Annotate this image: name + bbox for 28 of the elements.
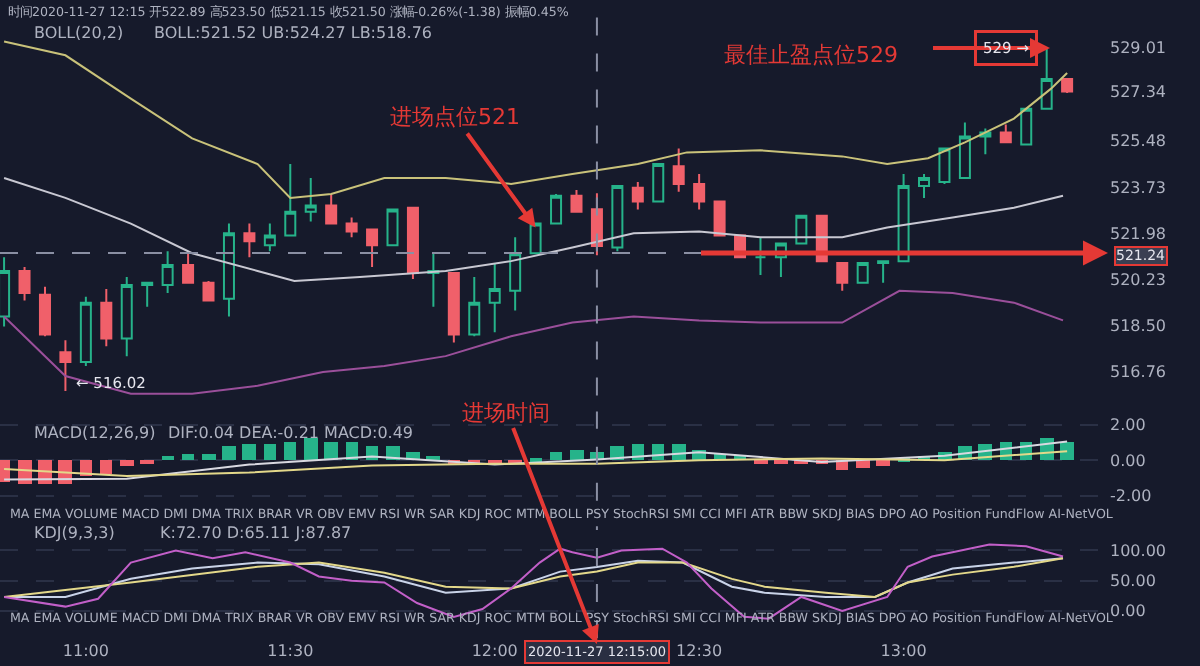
x-tick-label: 11:30 xyxy=(267,642,314,660)
x-tick-label: 11:00 xyxy=(62,642,109,660)
y-tick-label: -2.00 xyxy=(1110,487,1152,506)
annotation: 进场时间 xyxy=(462,400,550,426)
annotation: K:72.70 D:65.11 J:87.87 xyxy=(160,524,352,542)
y-tick-label: 2.00 xyxy=(1110,416,1146,435)
y-tick-label: 0.00 xyxy=(1110,602,1146,621)
y-tick-label: 50.00 xyxy=(1110,572,1156,591)
y-tick-label: 521.98 xyxy=(1110,224,1166,243)
x-tick-label: 12:30 xyxy=(676,642,723,660)
annotation: 进场点位521 xyxy=(390,104,520,130)
annotation: BOLL:521.52 UB:524.27 LB:518.76 xyxy=(154,24,432,42)
annotation: 最佳止盈点位529 xyxy=(724,42,898,68)
y-tick-label: 516.76 xyxy=(1110,363,1166,382)
x-tick-label: 13:00 xyxy=(880,642,927,660)
annotation: BOLL(20,2) xyxy=(34,24,124,42)
y-tick-label: 0.00 xyxy=(1110,451,1146,470)
y-tick-label: 100.00 xyxy=(1110,542,1166,561)
y-tick-label: 525.48 xyxy=(1110,132,1166,151)
y-tick-label: 520.23 xyxy=(1110,271,1166,290)
x-tick-label: 12:00 xyxy=(471,642,518,660)
y-tick-label: 529.01 xyxy=(1110,38,1166,57)
annotation: KDJ(9,3,3) xyxy=(34,524,115,542)
annotation: MACD(12,26,9) xyxy=(34,424,156,442)
y-tick-label: 518.50 xyxy=(1110,317,1166,336)
y-tick-label: 527.34 xyxy=(1110,83,1166,102)
annotation: DIF:0.04 DEA:-0.21 MACD:0.49 xyxy=(168,424,414,442)
y-tick-label: 523.73 xyxy=(1110,178,1166,197)
